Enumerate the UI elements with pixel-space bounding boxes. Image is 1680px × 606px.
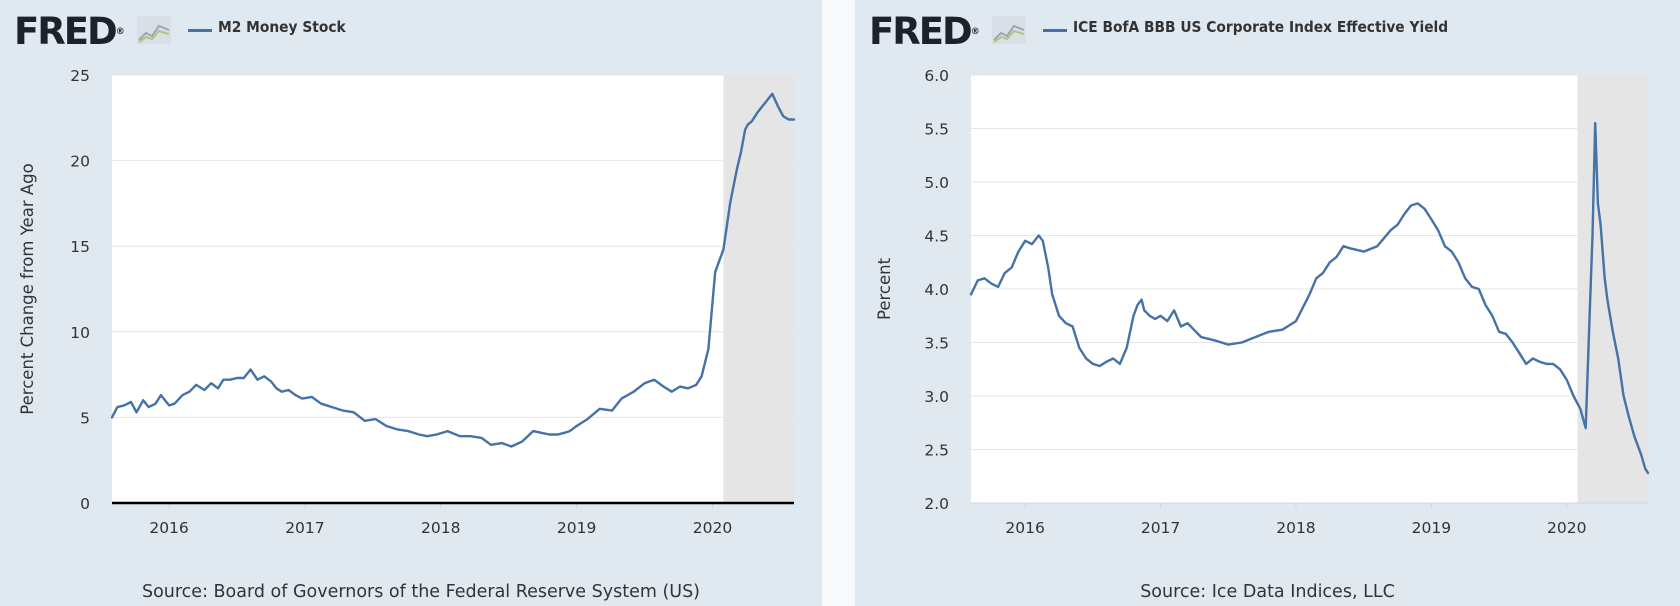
y-tick-label: 5 bbox=[80, 409, 90, 427]
plot-area bbox=[112, 75, 794, 503]
x-tick-label: 2017 bbox=[1141, 519, 1180, 537]
x-tick-label: 2019 bbox=[557, 519, 596, 537]
panel-divider bbox=[822, 0, 855, 606]
y-tick-label: 0 bbox=[80, 495, 90, 513]
x-tick-label: 2018 bbox=[1276, 519, 1315, 537]
legend-series-label[interactable]: ICE BofA BBB US Corporate Index Effectiv… bbox=[1073, 18, 1449, 36]
legend-series-label[interactable]: M2 Money Stock bbox=[218, 18, 346, 36]
fred-mini-graph-icon bbox=[137, 16, 171, 44]
y-tick-label: 2.5 bbox=[924, 442, 949, 460]
x-tick-label: 2017 bbox=[285, 519, 324, 537]
y-tick-label: 25 bbox=[70, 67, 90, 85]
fred-logo[interactable]: FRED® bbox=[14, 10, 125, 53]
x-tick-label: 2020 bbox=[693, 519, 732, 537]
y-tick-label: 4.5 bbox=[924, 228, 949, 246]
source-note: Source: Board of Governors of the Federa… bbox=[141, 582, 701, 602]
y-axis-label: Percent Change from Year Ago bbox=[18, 163, 37, 414]
x-tick-label: 2016 bbox=[1005, 519, 1044, 537]
y-tick-label: 3.5 bbox=[924, 335, 949, 353]
recession-shading bbox=[723, 75, 794, 503]
fred-mini-graph-icon bbox=[992, 16, 1026, 44]
series-line-0 bbox=[110, 92, 796, 448]
x-tick-label: 2018 bbox=[421, 519, 460, 537]
y-tick-label: 10 bbox=[70, 324, 90, 342]
bbb-yield-line-chart: 2.0 2.5 3.0 3.5 4.0 4.5 5.0 5.5 6.0 2016 2017 2018 2… bbox=[875, 67, 1650, 537]
series-line-0 bbox=[969, 121, 1650, 475]
m2-line-chart: 0 5 10 15 20 25 2016 2017 2018 2019 2020 Percent Ch… bbox=[18, 67, 796, 537]
x-tick-label: 2020 bbox=[1547, 519, 1586, 537]
y-tick-label: 4.0 bbox=[924, 281, 949, 299]
y-tick-label: 20 bbox=[70, 153, 90, 171]
y-tick-label: 15 bbox=[70, 238, 90, 256]
legend-line-swatch bbox=[1043, 29, 1067, 32]
y-tick-label: 3.0 bbox=[924, 388, 949, 406]
source-note: Source: Ice Data Indices, LLC bbox=[1140, 582, 1395, 602]
fred-logo[interactable]: FRED® bbox=[869, 10, 980, 53]
x-tick-label: 2016 bbox=[149, 519, 188, 537]
legend-line-swatch bbox=[188, 29, 212, 32]
chart-panel-m2: FRED® M2 Money Stock 0 5 10 15 20 25 2016 2017 2… bbox=[0, 0, 822, 606]
y-tick-label: 5.0 bbox=[924, 174, 949, 192]
x-tick-label: 2019 bbox=[1412, 519, 1451, 537]
y-tick-label: 6.0 bbox=[924, 67, 949, 85]
chart-panel-bbb-yield: FRED® ICE BofA BBB US Corporate Index Ef… bbox=[855, 0, 1680, 606]
y-axis-label: Percent bbox=[875, 257, 894, 320]
y-tick-label: 2.0 bbox=[924, 495, 949, 513]
y-tick-label: 5.5 bbox=[924, 121, 949, 139]
